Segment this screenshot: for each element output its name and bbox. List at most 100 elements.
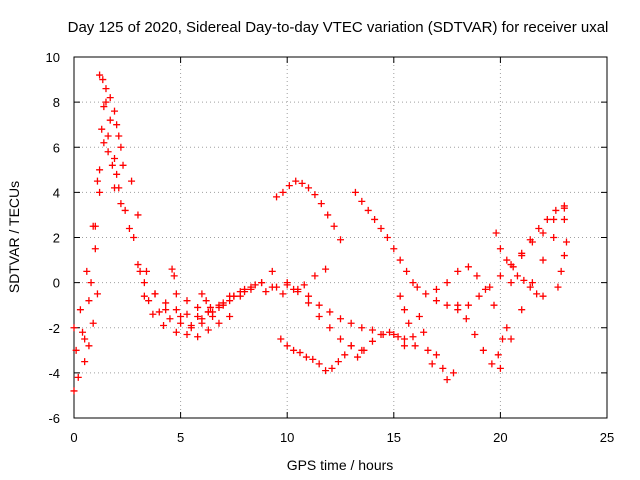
series-track-10	[277, 328, 408, 375]
data-point	[79, 328, 87, 336]
data-point	[140, 292, 148, 300]
data-point	[330, 222, 338, 230]
data-point	[215, 319, 223, 327]
data-point	[119, 161, 127, 169]
data-point	[162, 306, 170, 314]
data-point	[403, 267, 411, 275]
data-point	[528, 279, 536, 287]
series-track-2	[70, 103, 249, 395]
data-point	[390, 331, 398, 339]
data-point	[560, 252, 568, 260]
series-track-23	[198, 290, 214, 311]
data-point	[379, 331, 387, 339]
data-point	[247, 285, 255, 293]
data-point	[226, 297, 234, 305]
series-track-13	[396, 292, 417, 341]
series-track-14	[415, 312, 457, 384]
data-point	[296, 349, 304, 357]
data-point	[140, 279, 148, 287]
data-point	[187, 324, 195, 332]
y-tick-label: 0	[53, 276, 60, 291]
data-point	[368, 337, 376, 345]
data-point	[96, 166, 104, 174]
data-point	[424, 346, 432, 354]
data-point	[298, 179, 306, 187]
data-point	[507, 279, 515, 287]
data-point	[160, 321, 168, 329]
data-point	[83, 267, 91, 275]
data-point	[479, 346, 487, 354]
data-point	[290, 346, 298, 354]
data-point	[543, 215, 551, 223]
data-point	[496, 245, 504, 253]
data-point	[151, 290, 159, 298]
data-point	[198, 319, 206, 327]
data-point	[520, 276, 528, 284]
y-tick-label: 8	[53, 95, 60, 110]
data-point	[72, 346, 80, 354]
data-point	[554, 283, 562, 291]
x-tick-label: 25	[600, 430, 614, 445]
data-point	[322, 367, 330, 375]
data-point	[177, 319, 185, 327]
y-tick-label: 4	[53, 185, 60, 200]
data-marks	[70, 71, 570, 395]
data-point	[354, 353, 362, 361]
data-point	[311, 191, 319, 199]
data-point	[405, 319, 413, 327]
data-point	[155, 308, 163, 316]
data-point	[535, 224, 543, 232]
x-tick-labels: 0 5 10 15 20 25	[70, 430, 614, 445]
data-point	[526, 236, 534, 244]
series-track-7	[172, 267, 276, 316]
data-point	[279, 188, 287, 196]
data-point	[87, 279, 95, 287]
data-point	[311, 272, 319, 280]
data-point	[358, 324, 366, 332]
data-point	[93, 290, 101, 298]
series-track-22	[168, 265, 178, 280]
data-point	[539, 229, 547, 237]
data-point	[464, 263, 472, 271]
y-tick-label: -2	[48, 321, 60, 336]
data-point	[322, 265, 330, 273]
data-point	[413, 283, 421, 291]
data-point	[454, 267, 462, 275]
data-point	[432, 297, 440, 305]
data-point	[315, 360, 323, 368]
y-tick-label: -6	[48, 411, 60, 426]
data-point	[183, 310, 191, 318]
data-point	[202, 297, 210, 305]
data-point	[422, 290, 430, 298]
data-point	[285, 182, 293, 190]
data-point	[471, 331, 479, 339]
data-point	[550, 215, 558, 223]
data-point	[91, 222, 99, 230]
data-point	[294, 288, 302, 296]
data-point	[494, 351, 502, 359]
data-point	[368, 326, 376, 334]
data-point	[415, 312, 423, 320]
data-point	[326, 308, 334, 316]
data-point	[99, 76, 107, 84]
data-point	[262, 288, 270, 296]
data-point	[305, 184, 313, 192]
data-point	[102, 85, 110, 93]
data-point	[279, 290, 287, 298]
data-point	[206, 303, 214, 311]
y-tick-label: -4	[48, 366, 60, 381]
data-point	[377, 224, 385, 232]
data-point	[337, 236, 344, 244]
data-point	[162, 299, 170, 307]
data-point	[134, 211, 142, 219]
data-point	[347, 319, 355, 327]
data-point	[236, 292, 244, 300]
data-point	[443, 376, 451, 384]
series-track-5	[81, 290, 101, 366]
data-point	[168, 265, 176, 273]
data-point	[145, 297, 153, 305]
data-point	[194, 333, 202, 341]
data-point	[315, 301, 323, 309]
data-point	[283, 342, 291, 350]
